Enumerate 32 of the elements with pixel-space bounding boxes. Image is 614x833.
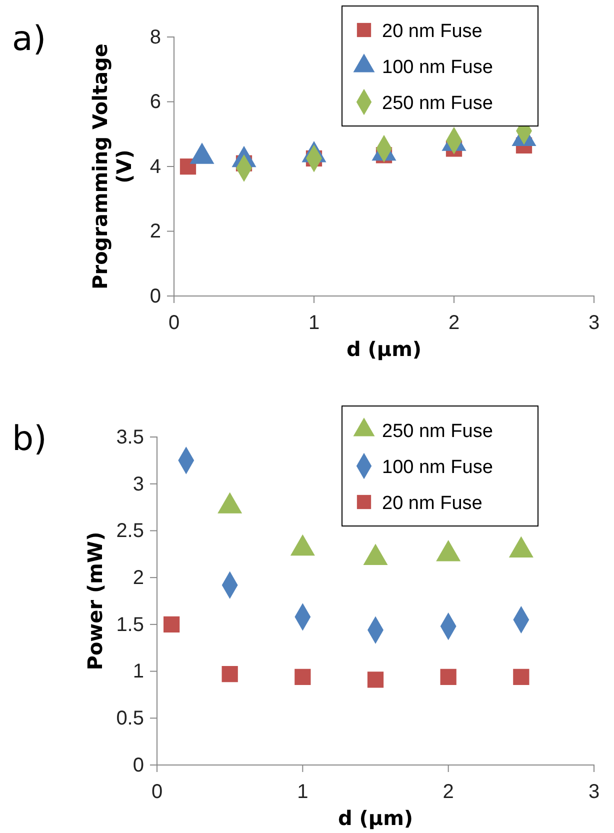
x-tick-label: 2 — [442, 781, 454, 804]
y-tick-label: 6 — [150, 91, 161, 114]
y-tick-label: 2.5 — [116, 520, 144, 542]
x-tick-label: 1 — [297, 781, 308, 804]
y-tick-label: 2 — [132, 566, 144, 589]
y-axis-title: Programming Voltage (V) — [88, 44, 136, 290]
x-tick-label: 0 — [168, 312, 180, 334]
y-tick-label: 0 — [132, 754, 144, 776]
x-axis-title: d (µm) — [338, 806, 414, 830]
legend-label: 20 nm Fuse — [382, 21, 482, 42]
x-axis-title: d (µm) — [346, 337, 422, 361]
y-tick-label: 1 — [132, 660, 144, 683]
text: b) — [12, 419, 47, 459]
y-tick-label: 2 — [150, 220, 161, 243]
x-tick-label: 2 — [448, 312, 460, 334]
y-tick-label: 1.5 — [116, 614, 144, 636]
y-tick-label: 3 — [132, 473, 144, 496]
y-tick-label: 0 — [150, 285, 161, 308]
x-tick-label: 1 — [308, 312, 320, 334]
legend-label: 250 nm Fuse — [382, 93, 493, 114]
x-tick-label: 3 — [588, 312, 600, 334]
x-tick-label: 3 — [588, 781, 600, 804]
legend-label: 100 nm Fuse — [382, 57, 493, 78]
legend-label: 100 nm Fuse — [382, 457, 493, 478]
y-tick-label: 0.5 — [116, 708, 144, 730]
legend-label: 250 nm Fuse — [382, 421, 493, 442]
y-tick-label: 8 — [150, 26, 161, 48]
legend-label: 20 nm Fuse — [382, 493, 482, 514]
y-tick-label: 3.5 — [116, 426, 144, 448]
y-tick-label: 4 — [150, 156, 161, 178]
y-axis-title: Power (mW) — [83, 532, 107, 670]
text: a) — [12, 19, 46, 59]
